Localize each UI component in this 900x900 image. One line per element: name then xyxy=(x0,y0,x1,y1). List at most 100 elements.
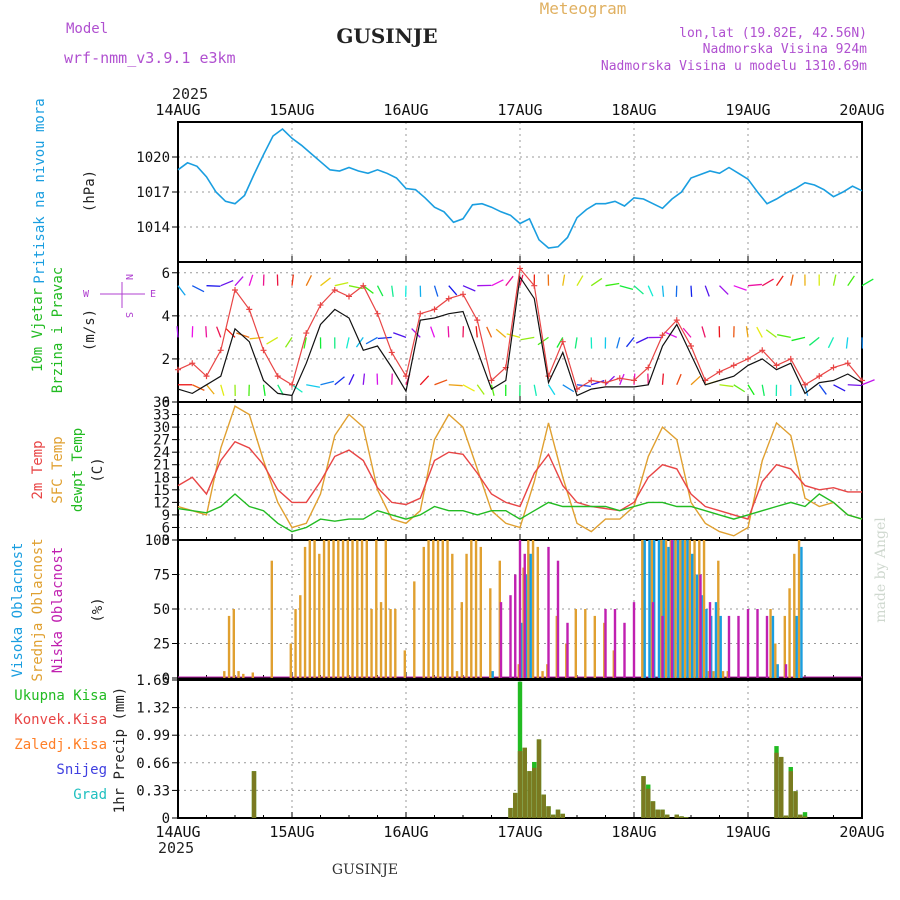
wind-direction-arrow xyxy=(486,326,493,338)
precip-total-bar xyxy=(517,681,523,818)
wind-direction-arrow xyxy=(616,337,621,349)
wind-key-north: N xyxy=(123,274,134,280)
temp-2m-line xyxy=(177,440,862,520)
gust-marker xyxy=(844,360,851,367)
gust-marker xyxy=(745,355,751,362)
wind-direction-arrow xyxy=(761,384,765,396)
wind-direction-arrow xyxy=(220,279,234,287)
cloud-bar xyxy=(529,553,532,678)
wind-direction-arrow xyxy=(701,326,706,338)
gust-marker xyxy=(816,373,823,380)
gust-marker xyxy=(673,317,680,324)
cloud-bar xyxy=(455,671,459,678)
wind-direction-arrow xyxy=(391,373,393,385)
wind-direction-arrow xyxy=(206,285,221,287)
wind-direction-arrow xyxy=(591,379,605,386)
gust-marker xyxy=(588,377,595,384)
wind-unit: (m/s) xyxy=(82,309,98,351)
cloud-bar xyxy=(662,540,665,678)
cloud-bar xyxy=(688,540,691,678)
cloud-bar xyxy=(774,643,777,678)
wind-direction-arrow xyxy=(320,277,331,287)
cloud-bar xyxy=(432,540,435,678)
cloud-bar xyxy=(299,595,302,678)
precip-label-total: Ukupna Kisa xyxy=(14,688,107,704)
cloud-bar xyxy=(683,540,687,678)
wind-direction-arrow xyxy=(393,332,407,338)
cloud-bar xyxy=(691,553,694,678)
precip-conv-bar xyxy=(646,788,651,818)
precip-conv-bar xyxy=(793,791,798,818)
cloud-label-mid: Srednja Oblacnost xyxy=(30,538,46,681)
wind-direction-arrow xyxy=(745,326,749,338)
gust-marker xyxy=(360,282,367,289)
wind-direction-arrow xyxy=(661,373,665,385)
cloud-bar xyxy=(717,560,720,678)
wind-direction-arrow xyxy=(775,275,784,287)
precip-conv-bar xyxy=(541,794,546,818)
y-tick-label: 6 xyxy=(162,520,170,536)
wind-direction-arrow xyxy=(334,376,345,386)
cloud-bar xyxy=(708,602,712,678)
sfc-temp-line xyxy=(177,405,863,537)
elevation-label: Nadmorska Visina 924m xyxy=(703,42,868,57)
cloud-bar xyxy=(346,540,349,678)
wind-label-2: Brzina i Pravac xyxy=(50,267,66,393)
precip-conv-bar xyxy=(674,814,679,818)
gust-marker xyxy=(730,362,737,369)
temp-label-2: SFC Temp xyxy=(50,436,66,503)
wind-direction-arrow xyxy=(635,336,649,344)
y-tick-label: 18 xyxy=(153,470,170,486)
gust-marker xyxy=(716,368,723,375)
wind-direction-arrow xyxy=(234,276,244,287)
gust-marker xyxy=(260,347,267,354)
wind-direction-arrow xyxy=(661,285,665,297)
y-tick-label: 0 xyxy=(162,811,170,827)
gust-marker xyxy=(645,364,652,371)
wind-direction-arrow xyxy=(191,384,205,391)
y-tick-label: 21 xyxy=(153,458,170,474)
gust-marker xyxy=(317,302,324,309)
wind-direction-arrow xyxy=(847,384,862,387)
cloud-bar xyxy=(470,540,473,678)
wind-direction-arrow xyxy=(520,336,535,341)
gust-marker xyxy=(331,287,338,293)
cloud-bar xyxy=(327,540,330,678)
cloud-bar xyxy=(341,540,345,678)
cloud-bar xyxy=(541,671,544,678)
wind-direction-arrow xyxy=(682,327,692,338)
cloud-bar xyxy=(776,664,779,678)
wind-direction-arrow xyxy=(574,337,578,349)
y-tick-label: 100 xyxy=(145,533,170,549)
gust-marker xyxy=(175,366,181,373)
wind-direction-arrow xyxy=(605,375,615,386)
wind-direction-arrow xyxy=(433,285,439,297)
wind-direction-arrow xyxy=(377,336,392,340)
gust-marker xyxy=(474,317,481,324)
wind-direction-arrow xyxy=(619,285,634,291)
cloud-bar xyxy=(674,540,677,678)
y-tick-label: 12 xyxy=(153,495,170,511)
temp-label-1: 2m Temp xyxy=(30,440,46,499)
gust-marker xyxy=(631,377,637,384)
cloud-bar xyxy=(719,615,722,678)
cloud-bar xyxy=(695,574,699,678)
cloud-bar xyxy=(712,671,715,678)
gust-marker xyxy=(431,306,438,313)
cloud-bar xyxy=(394,609,397,678)
cloud-bar xyxy=(660,540,663,678)
wind-direction-arrow xyxy=(305,275,313,286)
cloud-bar xyxy=(308,540,311,678)
cloud-bar xyxy=(441,540,444,678)
cloud-bar xyxy=(379,602,383,678)
cloud-bar xyxy=(242,673,245,678)
cloud-bar xyxy=(227,615,231,678)
pressure-panel: 1014 1017 1020 xyxy=(136,121,863,263)
cloud-bar xyxy=(223,671,226,678)
wind-speed-line xyxy=(177,275,863,397)
y-tick-label: 33 xyxy=(153,408,170,424)
wind-direction-arrow xyxy=(506,333,521,339)
y-tick-label: 1017 xyxy=(136,185,170,201)
wind-direction-arrow xyxy=(605,282,620,287)
